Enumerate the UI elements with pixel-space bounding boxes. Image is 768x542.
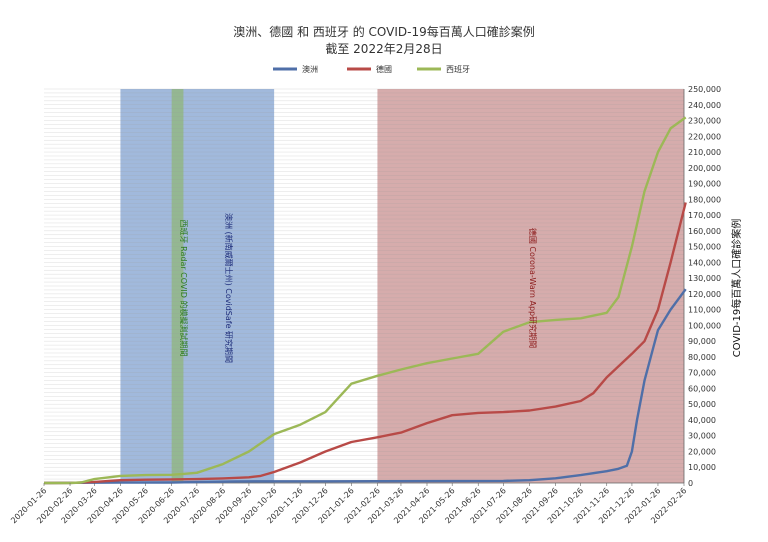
y-tick-label: 220,000 xyxy=(688,132,721,141)
y-tick-label: 110,000 xyxy=(688,306,721,315)
y-tick-label: 120,000 xyxy=(688,290,721,299)
y-tick-label: 200,000 xyxy=(688,164,721,173)
y-tick-label: 240,000 xyxy=(688,101,721,110)
series-line-australia xyxy=(43,288,687,485)
y-tick-label: 90,000 xyxy=(688,337,716,346)
y-tick-label: 20,000 xyxy=(688,447,716,456)
y-tick-label: 100,000 xyxy=(688,321,721,330)
series-lines xyxy=(43,116,687,485)
legend-label-germany: 德國 xyxy=(376,64,392,74)
y-tick-label: 250,000 xyxy=(688,85,721,94)
y-tick-label: 130,000 xyxy=(688,274,721,283)
y-tick-label: 0 xyxy=(688,479,693,488)
series-line-spain xyxy=(44,116,687,485)
legend: 澳洲 德國 西班牙 xyxy=(273,64,470,74)
annotation-band-australia xyxy=(120,89,275,483)
y-axis-label: COVID-19每百萬人口確診案例 xyxy=(730,219,743,358)
annotation-bands xyxy=(120,89,684,483)
y-tick-label: 70,000 xyxy=(688,369,716,378)
y-tick-label: 180,000 xyxy=(688,195,721,204)
y-tick-label: 230,000 xyxy=(688,117,721,126)
chart-title: 澳洲、德國 和 西班牙 的 COVID-19每百萬人口確診案例 xyxy=(233,24,534,39)
y-tick-label: 60,000 xyxy=(688,384,716,393)
legend-label-australia: 澳洲 xyxy=(302,64,318,74)
annotation-label-germany: 德國 Corona-Warn App研究期間 xyxy=(528,228,538,348)
y-tick-label: 30,000 xyxy=(688,432,716,441)
y-tick-label: 80,000 xyxy=(688,353,716,362)
annotation-label-spain: 西班牙 Radar COVID 的模擬測試期間 xyxy=(179,220,189,357)
annotation-label-australia: 澳洲 (新南威爾士州) CovidSafe 研究期間 xyxy=(224,213,234,363)
annotation-band-germany xyxy=(377,89,684,483)
grid xyxy=(44,88,685,484)
x-axis-ticks: 2020-01-262020-02-262020-03-262020-04-26… xyxy=(9,483,688,525)
y-tick-label: 140,000 xyxy=(688,258,721,267)
y-tick-label: 160,000 xyxy=(688,227,721,236)
annotation-band-spain xyxy=(171,89,184,483)
y-tick-label: 50,000 xyxy=(688,400,716,409)
legend-label-spain: 西班牙 xyxy=(446,64,470,74)
y-tick-label: 150,000 xyxy=(688,243,721,252)
series-line-germany xyxy=(43,202,687,485)
chart-subtitle: 截至 2022年2月28日 xyxy=(325,42,442,56)
y-tick-label: 170,000 xyxy=(688,211,721,220)
y-tick-label: 40,000 xyxy=(688,416,716,425)
y-axis-ticks: 0 10,000 20,000 30,000 40,000 50,000 60,000 70,… xyxy=(688,85,721,488)
y-tick-label: 10,000 xyxy=(688,463,716,472)
y-tick-label: 190,000 xyxy=(688,180,721,189)
y-tick-label: 210,000 xyxy=(688,148,721,157)
